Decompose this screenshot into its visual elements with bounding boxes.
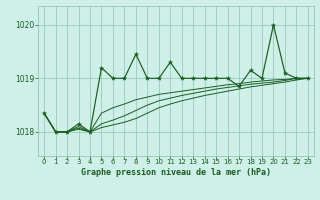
X-axis label: Graphe pression niveau de la mer (hPa): Graphe pression niveau de la mer (hPa): [81, 168, 271, 177]
